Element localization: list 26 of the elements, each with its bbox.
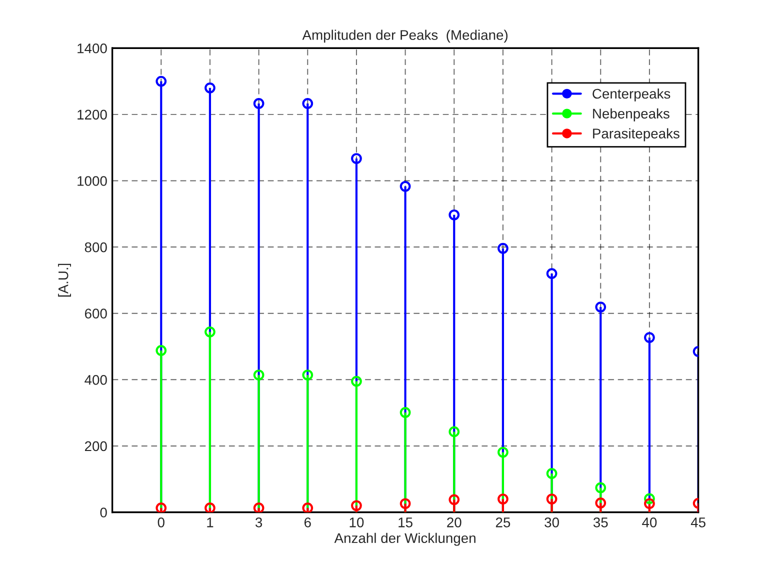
y-tick-label: 1200 xyxy=(78,110,107,120)
x-axis-title: Anzahl der Wicklungen xyxy=(334,532,476,546)
x-tick-label: 6 xyxy=(304,517,311,528)
y-tick-label: 0 xyxy=(100,508,107,518)
legend-label: Centerpeaks xyxy=(592,88,670,102)
x-tick-label: 0 xyxy=(158,517,164,528)
legend-label: Nebenpeaks xyxy=(593,108,670,122)
x-tick-label: 1 xyxy=(207,518,214,528)
x-tick-label: 45 xyxy=(690,518,706,528)
y-tick-label: 1000 xyxy=(78,176,107,186)
x-tick-label: 35 xyxy=(593,517,608,528)
x-tick-label: 25 xyxy=(496,517,510,528)
x-tick-label: 3 xyxy=(255,517,262,528)
y-tick-label: 1400 xyxy=(78,43,107,54)
x-tick-label: 10 xyxy=(350,517,364,528)
legend-label: Parasitepeaks xyxy=(593,128,680,142)
y-axis-title: [A.U.] xyxy=(58,264,71,297)
x-tick-label: 30 xyxy=(544,517,559,528)
y-tick-label: 600 xyxy=(84,308,107,319)
y-tick-label: 800 xyxy=(84,242,107,252)
y-tick-label: 200 xyxy=(84,441,107,452)
x-tick-label: 40 xyxy=(642,517,657,528)
y-tick-label: 400 xyxy=(84,374,107,385)
x-tick-label: 20 xyxy=(447,517,462,528)
chart-title: Amplituden der Peaks (Mediane) xyxy=(302,30,508,43)
x-tick-label: 15 xyxy=(398,518,412,528)
